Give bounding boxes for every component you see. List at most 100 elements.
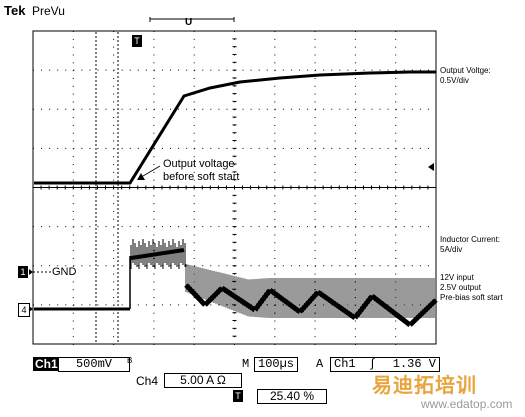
grid-dot (193, 336, 195, 338)
grid-dot (170, 108, 172, 110)
grid-dot (105, 69, 107, 71)
grid-dot (363, 69, 365, 71)
grid-dot (274, 336, 276, 338)
grid-dot (274, 328, 276, 330)
grid-dot (153, 156, 155, 158)
grid-dot (178, 69, 180, 71)
grid-dot (113, 62, 115, 64)
ch4-scale[interactable]: 5.00 A Ω (164, 373, 242, 388)
grid-dot (97, 265, 99, 267)
grid-dot (113, 234, 115, 236)
grid-dot (258, 226, 260, 228)
grid-dot (210, 304, 212, 306)
grid-dot (153, 171, 155, 173)
grid-dot (354, 164, 356, 166)
grid-dot (186, 304, 188, 306)
grid-dot (314, 312, 316, 314)
grid-dot (65, 304, 67, 306)
grid-dot (105, 304, 107, 306)
grid-dot (226, 226, 228, 228)
timebase-value[interactable]: 100µs (254, 357, 299, 372)
grid-dot (274, 31, 276, 32)
grid-dot (354, 93, 356, 95)
grid-dot (113, 179, 115, 181)
grid-dot (371, 69, 373, 71)
ch1-scale[interactable]: 500mV (58, 357, 130, 372)
grid-dot (153, 273, 155, 275)
trigger-position[interactable]: 25.40 % (257, 389, 327, 404)
grid-dot (153, 46, 155, 48)
grid-dot (411, 69, 413, 71)
grid-dot (258, 69, 260, 71)
grid-dot (250, 69, 252, 71)
grid-dot (395, 69, 397, 71)
grid-dot (419, 147, 421, 149)
grid-dot (81, 226, 83, 228)
grid-dot (153, 93, 155, 95)
grid-dot (395, 336, 397, 338)
ch1-pointer-icon (29, 269, 33, 275)
grid-dot (298, 226, 300, 228)
grid-dot (395, 218, 397, 220)
annotation-text: Output voltage before soft start (163, 158, 239, 184)
grid-dot (72, 93, 74, 95)
condition-mode: Pre-bias soft start (440, 293, 503, 302)
grid-dot (274, 147, 276, 149)
grid-dot (354, 156, 356, 158)
grid-dot (193, 297, 195, 299)
grid-dot (347, 147, 349, 149)
grid-dot (72, 54, 74, 56)
grid-dot (274, 344, 276, 345)
grid-dot (314, 203, 316, 205)
grid-dot (73, 108, 75, 110)
grid-dot (331, 226, 333, 228)
grid-dot (113, 195, 115, 197)
grid-dot (137, 226, 139, 228)
grid-dot (274, 38, 276, 40)
grid-dot (395, 179, 397, 181)
ch1-label[interactable]: Ch1 (33, 357, 60, 371)
current-trace-segment (253, 288, 272, 312)
grid-dot (387, 108, 389, 110)
grid-dot (274, 85, 276, 87)
trigger-settings[interactable]: Ch1 ∫ 1.36 V (330, 357, 440, 372)
grid-dot (314, 124, 316, 126)
ch1-bandwidth-icon: B (127, 356, 133, 365)
grid-dot (170, 226, 172, 228)
grid-dot (363, 147, 365, 149)
grid-dot (153, 344, 155, 345)
grid-dot (354, 320, 356, 322)
grid-dot (49, 147, 51, 149)
grid-dot (137, 304, 139, 306)
grid-dot (137, 69, 139, 71)
grid-dot (395, 132, 397, 134)
grid-dot (354, 336, 356, 338)
grid-dot (153, 289, 155, 291)
grid-dot (339, 108, 341, 110)
grid-dot (186, 226, 188, 228)
grid-dot (153, 312, 155, 314)
trigger-level-icon (428, 163, 434, 171)
grid-dot (161, 226, 163, 228)
grid-dot (178, 226, 180, 228)
grid-dot (274, 140, 276, 142)
grid-dot (354, 234, 356, 236)
grid-dot (153, 320, 155, 322)
grid-dot (161, 147, 163, 149)
grid-dot (395, 140, 397, 142)
inductor-current-trace (34, 239, 438, 327)
ch1-marker[interactable]: 1 (18, 266, 28, 278)
grid-dot (72, 179, 74, 181)
grid-dot (193, 62, 195, 64)
grid-dot (226, 265, 228, 267)
grid-dot (274, 69, 276, 71)
grid-dot (323, 147, 325, 149)
brand-logo: Tek (4, 3, 26, 18)
grid-dot (49, 304, 51, 306)
grid-dot (73, 69, 75, 71)
grid-dot (41, 147, 43, 149)
grid-dot (218, 304, 220, 306)
grid-dot (315, 147, 317, 149)
grid-dot (371, 108, 373, 110)
grid-dot (347, 226, 349, 228)
